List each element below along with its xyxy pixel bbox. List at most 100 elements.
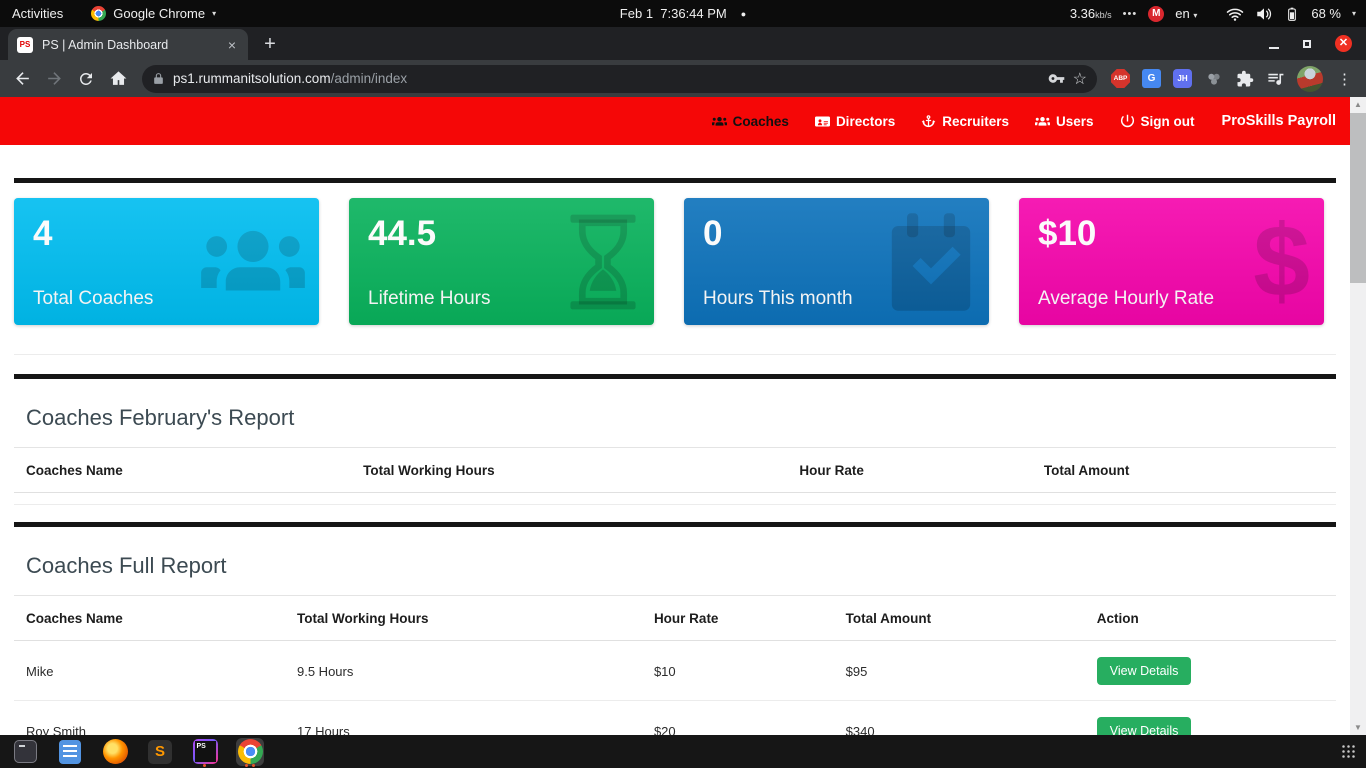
close-window-icon[interactable]: ✕ [1335,35,1352,52]
column-header: Hour Rate [787,448,1032,493]
dock-sublime-icon[interactable]: S [146,738,174,766]
coach-name-cell: Mike [14,640,285,701]
stat-card-total-coaches: 4 Total Coaches [14,198,319,325]
browser-menu-icon[interactable]: ⋮ [1337,70,1352,88]
dock-firefox-icon[interactable] [101,738,129,766]
february-report-table: Coaches Name Total Working Hours Hour Ra… [14,448,1336,505]
chevron-down-icon: ▾ [212,9,217,18]
nav-item-sign-out[interactable]: Sign out [1107,114,1208,129]
back-icon[interactable] [8,65,36,93]
scrollbar-thumb[interactable] [1350,113,1366,283]
table-row: Roy Smith 17 Hours $20 $340 View Details [14,700,1336,735]
stat-value: $10 [1038,214,1097,253]
site-navbar: Coaches Directors Recruiters Users Sign … [0,97,1350,145]
column-header: Total Amount [833,596,1085,641]
scroll-up-icon[interactable]: ▲ [1354,100,1362,109]
adblock-extension-icon[interactable]: ABP [1111,69,1130,88]
users-icon [201,220,305,303]
stat-card-average-hourly-rate: $10 Average Hourly Rate $ [1019,198,1324,325]
calendar-check-icon [887,212,975,311]
volume-icon[interactable] [1255,5,1273,23]
view-details-button[interactable]: View Details [1096,657,1192,685]
browser-tab-active[interactable]: PS PS | Admin Dashboard × [8,29,248,60]
nav-item-users[interactable]: Users [1022,114,1107,129]
new-tab-button[interactable]: + [264,32,276,55]
jh-extension-icon[interactable]: JH [1173,69,1192,88]
battery-icon[interactable] [1284,6,1300,22]
password-key-icon[interactable] [1048,70,1065,87]
stat-label: Hours This month [703,288,853,309]
stat-label: Lifetime Hours [368,288,491,309]
table-header-row: Coaches Name Total Working Hours Hour Ra… [14,596,1336,641]
users-icon [1035,114,1051,129]
clock-menu[interactable]: Feb 1 7:36:44 PM ● [620,6,746,21]
scroll-down-icon[interactable]: ▼ [1354,723,1362,732]
dock-text-editor-icon[interactable] [56,738,84,766]
running-indicator [252,763,255,767]
stat-value: 44.5 [368,214,437,253]
dock-phpstorm-icon[interactable]: PS [191,738,219,767]
coach-name-cell: Roy Smith [14,700,285,735]
home-icon[interactable] [104,65,132,93]
page-scrollbar[interactable]: ▲ ▼ [1350,97,1366,735]
empty-table-row [14,492,1336,505]
total-amount-cell: $95 [833,640,1085,701]
dock-chrome-icon[interactable] [236,737,264,767]
nav-item-directors[interactable]: Directors [802,114,908,129]
session-extension-icon[interactable] [1204,69,1223,88]
working-hours-cell: 9.5 Hours [285,640,642,701]
forward-icon [40,65,68,93]
wifi-icon[interactable] [1226,5,1244,23]
bookmark-star-icon[interactable]: ☆ [1072,70,1087,88]
nav-label: Recruiters [942,113,1010,129]
working-hours-cell: 17 Hours [285,700,642,735]
network-speed: 3.36kb/s [1069,6,1112,21]
running-indicator [245,763,248,767]
nav-item-coaches[interactable]: Coaches [699,114,802,129]
mega-tray-icon[interactable]: M [1148,5,1165,22]
nav-label: Coaches [732,113,789,129]
view-details-button[interactable]: View Details [1096,717,1192,735]
panel-separator [14,354,1336,355]
battery-percent: 68 % [1311,6,1341,21]
nav-label: Sign out [1140,113,1195,129]
address-bar[interactable]: ps1.rummanitsolution.com/admin/index ☆ [142,64,1097,93]
chevron-down-icon[interactable]: ▾ [1351,9,1356,18]
indicator-overflow-icon[interactable]: ••• [1122,7,1138,20]
full-report-table: Coaches Name Total Working Hours Hour Ra… [14,596,1336,735]
activities-button[interactable]: Activities [12,6,64,21]
column-header: Coaches Name [14,596,285,641]
keyboard-layout-menu[interactable]: en ▾ [1175,6,1198,21]
hourglass-icon [566,214,640,309]
stat-card-hours-this-month: 0 Hours This month [684,198,989,325]
translate-extension-icon[interactable]: G [1142,69,1161,88]
hour-rate-cell: $20 [641,700,834,735]
minimize-icon[interactable] [1269,46,1279,49]
column-header: Hour Rate [641,596,834,641]
dock-taskbar: S PS [0,735,1366,768]
february-report-title: Coaches February's Report [26,405,295,430]
column-header: Coaches Name [14,448,352,493]
users-icon [711,114,727,129]
dock-terminal-icon[interactable] [11,738,39,766]
full-report-title: Coaches Full Report [26,553,227,578]
url-text: ps1.rummanitsolution.com/admin/index [173,71,408,86]
column-header: Total Working Hours [351,448,788,493]
nav-label: Users [1056,113,1094,129]
stat-label: Total Coaches [33,288,154,309]
focused-app-menu[interactable]: Google Chrome ▾ [91,6,216,21]
nav-item-recruiters[interactable]: Recruiters [908,114,1022,129]
power-icon [1120,114,1135,129]
show-applications-icon[interactable] [1341,744,1356,759]
table-header-row: Coaches Name Total Working Hours Hour Ra… [14,448,1336,493]
lock-icon[interactable] [152,72,165,85]
column-header: Total Amount [1031,448,1336,493]
extensions-puzzle-icon[interactable] [1235,69,1254,88]
profile-avatar[interactable] [1297,65,1323,92]
reload-icon[interactable] [72,65,100,93]
reading-list-icon[interactable] [1266,69,1285,88]
maximize-icon[interactable] [1303,39,1311,48]
brand-title[interactable]: ProSkills Payroll [1221,113,1336,129]
column-header: Total Working Hours [285,596,642,641]
tab-close-icon[interactable]: × [227,36,236,53]
